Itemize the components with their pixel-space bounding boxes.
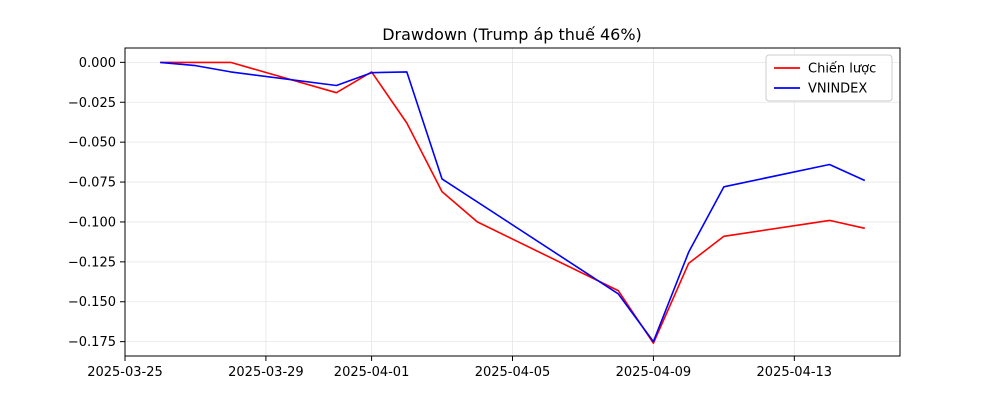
x-tick-label: 2025-03-25 xyxy=(87,365,163,380)
x-tick-label: 2025-04-05 xyxy=(475,365,551,380)
y-tick-label: −0.025 xyxy=(68,96,116,111)
series-line-0 xyxy=(160,61,865,345)
legend-box xyxy=(765,54,893,102)
y-tick-label: −0.075 xyxy=(68,176,116,191)
chart-title: Drawdown (Trump áp thuế 46%) xyxy=(382,25,642,44)
y-tick-label: 0.000 xyxy=(79,56,116,71)
x-axis: 2025-03-25 2025-03-29 2025-04-01 2025-04-05… xyxy=(87,356,832,380)
y-tick-label: −0.125 xyxy=(68,255,116,270)
legend: Chiến lược VNINDEX xyxy=(765,54,893,102)
series-layer xyxy=(160,61,866,345)
legend-label: VNINDEX xyxy=(808,82,867,97)
x-tick-label: 2025-04-09 xyxy=(616,365,692,380)
series-line-1 xyxy=(160,61,866,343)
y-tick-label: −0.150 xyxy=(68,295,116,310)
y-tick-label: −0.050 xyxy=(68,136,116,151)
y-axis: 0.000 −0.025 −0.050 −0.075 −0.100 −0.125 −0.15… xyxy=(68,56,125,350)
x-tick-label: 2025-04-01 xyxy=(334,365,410,380)
legend-label: Chiến lược xyxy=(808,62,876,77)
y-tick-label: −0.100 xyxy=(68,215,116,230)
x-tick-label: 2025-04-13 xyxy=(757,365,833,380)
y-tick-label: −0.175 xyxy=(68,335,116,350)
x-tick-label: 2025-03-29 xyxy=(228,365,304,380)
